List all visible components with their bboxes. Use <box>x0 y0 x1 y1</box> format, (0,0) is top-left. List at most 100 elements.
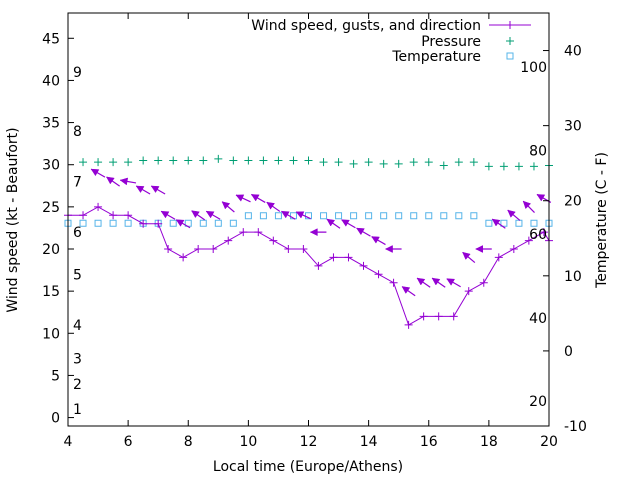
beaufort-label: 6 <box>73 225 82 241</box>
y2-tick-label: 0 <box>564 344 573 360</box>
y2-tick-label: -10 <box>564 419 587 435</box>
wind-arrow-head <box>150 185 160 194</box>
wind-direction-arrow <box>341 219 356 229</box>
legend-sample-pressure <box>506 37 514 45</box>
temperature-point <box>214 219 222 227</box>
wind-arrow-head <box>221 201 231 210</box>
wind-speed-point <box>344 253 353 262</box>
wind-direction-arrow <box>90 168 106 178</box>
x-tick-label: 16 <box>420 434 438 450</box>
y2-tick-label: 10 <box>564 269 582 285</box>
fahrenheit-label: 80 <box>529 143 547 159</box>
temperature-point <box>395 212 403 220</box>
pressure-point <box>94 158 103 167</box>
y-tick-label: 30 <box>42 158 60 174</box>
temperature-point <box>455 212 463 220</box>
temperature-point <box>259 212 267 220</box>
wind-speed-point <box>509 245 518 253</box>
wind-direction-arrow <box>507 209 521 221</box>
legend-label-wind: Wind speed, gusts, and direction <box>251 18 481 34</box>
wind-speed-point <box>449 312 458 321</box>
pressure-point <box>379 159 388 168</box>
temperature-point <box>199 219 207 227</box>
pressure-point <box>139 156 148 165</box>
temperature-point <box>350 212 358 220</box>
wind-speed-point <box>154 219 163 228</box>
temperature-point <box>410 212 418 220</box>
wind-direction-arrow <box>175 219 191 229</box>
wind-direction-arrow <box>491 218 506 229</box>
pressure-point <box>304 156 313 165</box>
fahrenheit-label: 60 <box>529 227 547 243</box>
temperature-point <box>274 212 282 220</box>
wind-speed-point <box>224 236 233 245</box>
wind-speed-point <box>239 228 248 237</box>
wind-direction-arrow <box>235 194 251 203</box>
wind-speed-point <box>359 261 368 270</box>
beaufort-label: 2 <box>73 377 82 393</box>
wind-direction-arrow <box>160 210 176 220</box>
pressure-point <box>154 156 163 165</box>
wind-arrow-head <box>507 209 516 218</box>
wind-speed-point <box>374 270 383 279</box>
wind-arrow-head <box>536 194 546 202</box>
wind-direction-arrow <box>446 278 461 288</box>
pressure-point <box>79 158 88 167</box>
pressure-point <box>259 156 268 165</box>
wind-speed-point <box>539 228 548 237</box>
wind-arrow-head <box>90 168 100 177</box>
wind-arrow-head <box>385 245 393 253</box>
wind-speed-point <box>94 202 103 211</box>
legend-label-pressure: Pressure <box>421 34 481 50</box>
y-tick-label: 45 <box>42 31 60 47</box>
wind-arrow-head <box>266 201 275 210</box>
pressure-point <box>334 158 343 167</box>
wind-direction-arrow <box>295 211 311 220</box>
temperature-point <box>470 212 478 220</box>
wind-speed-point <box>284 245 293 253</box>
wind-arrow-head <box>416 277 426 286</box>
x-tick-label: 18 <box>480 434 498 450</box>
temperature-point <box>320 212 328 220</box>
pressure-point <box>439 161 448 170</box>
temperature-point <box>94 219 102 227</box>
wind-speed-point <box>479 278 488 287</box>
pressure-point <box>394 159 403 168</box>
wind-arrow-head <box>160 211 170 219</box>
x-tick-label: 6 <box>124 434 133 450</box>
temperature-point <box>124 219 132 227</box>
wind-direction-arrow <box>250 193 266 203</box>
beaufort-label: 3 <box>73 352 82 368</box>
y-tick-label: 5 <box>51 368 60 384</box>
wind-speed-line <box>68 206 550 326</box>
wind-speed-point <box>179 253 188 262</box>
wind-direction-arrow <box>135 185 151 195</box>
wind-arrow-head <box>295 211 305 219</box>
wind-speed-point <box>299 245 308 253</box>
wind-arrow-head <box>341 219 350 227</box>
wind-direction-arrow <box>462 251 476 264</box>
pressure-point <box>289 156 298 165</box>
x-tick-label: 12 <box>300 434 318 450</box>
fahrenheit-label: 20 <box>529 394 547 410</box>
wind-direction-arrow <box>309 228 327 237</box>
temperature-point <box>169 219 177 227</box>
legend-label-temperature: Temperature <box>391 49 481 65</box>
pressure-point <box>274 156 283 165</box>
y2-axis-label: Temperature (C - F) <box>594 152 610 289</box>
y-tick-label: 10 <box>42 326 60 342</box>
wind-direction-arrow <box>371 236 386 246</box>
beaufort-label: 9 <box>73 65 82 81</box>
x-tick-label: 10 <box>239 434 257 450</box>
temperature-point <box>109 219 117 227</box>
wind-arrow-head <box>175 219 185 227</box>
wind-speed-point <box>139 219 148 228</box>
chart-legend: Wind speed, gusts, and direction Pressur… <box>251 18 531 65</box>
temperature-point <box>335 212 343 220</box>
beaufort-label: 4 <box>73 318 82 334</box>
wind-speed-point <box>329 253 338 262</box>
wind-arrow-head <box>475 245 484 253</box>
y-tick-label: 25 <box>42 200 60 216</box>
